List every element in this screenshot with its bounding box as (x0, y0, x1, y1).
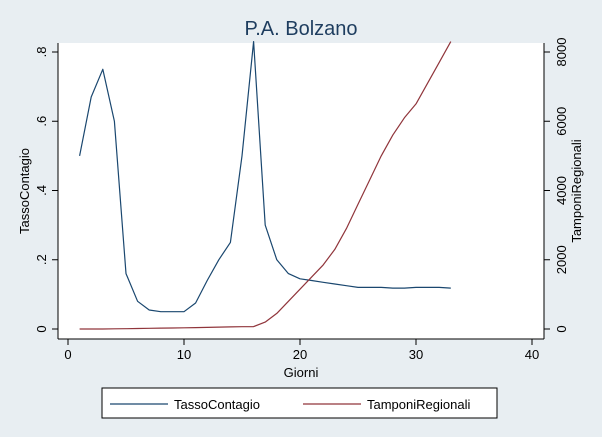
series-line-tamponiregionali (79, 41, 452, 330)
y-axis-right-label: TamponiRegionali (569, 139, 584, 242)
chart-title: P.A. Bolzano (244, 18, 357, 40)
legend-box (101, 387, 498, 419)
series-lines (79, 40, 452, 330)
y-axis-left-label: TassoContagio (17, 148, 32, 234)
legend-label-tamponiregionali: TamponiRegionali (367, 397, 470, 412)
series-line-tassocontagio (79, 40, 451, 313)
x-tick-label: 40 (525, 347, 539, 362)
y-left-ticks: 0 .2 .4 .6 .8 (34, 47, 58, 333)
x-ticks: 0 10 20 30 40 (64, 339, 539, 362)
legend: TassoContagio TamponiRegionali (101, 387, 498, 419)
x-tick-label: 0 (64, 347, 71, 362)
x-tick-label: 30 (409, 347, 423, 362)
y-left-tick-label: .6 (34, 116, 49, 127)
y-left-tick-label: .4 (34, 185, 49, 196)
y-right-tick-label: 0 (554, 325, 569, 332)
y-right-tick-label: 2000 (554, 245, 569, 274)
y-left-tick-label: .8 (34, 47, 49, 58)
x-tick-label: 20 (293, 347, 307, 362)
y-right-tick-label: 8000 (554, 38, 569, 67)
x-tick-label: 10 (177, 347, 191, 362)
legend-label-tassocontagio: TassoContagio (174, 397, 260, 412)
y-right-tick-label: 4000 (554, 176, 569, 205)
y-right-ticks: 0 2000 4000 6000 8000 (544, 38, 569, 333)
y-right-tick-label: 6000 (554, 107, 569, 136)
plot-area (58, 43, 544, 339)
y-left-tick-label: .2 (34, 254, 49, 265)
y-left-tick-label: 0 (34, 325, 49, 332)
x-axis-label: Giorni (284, 365, 319, 380)
